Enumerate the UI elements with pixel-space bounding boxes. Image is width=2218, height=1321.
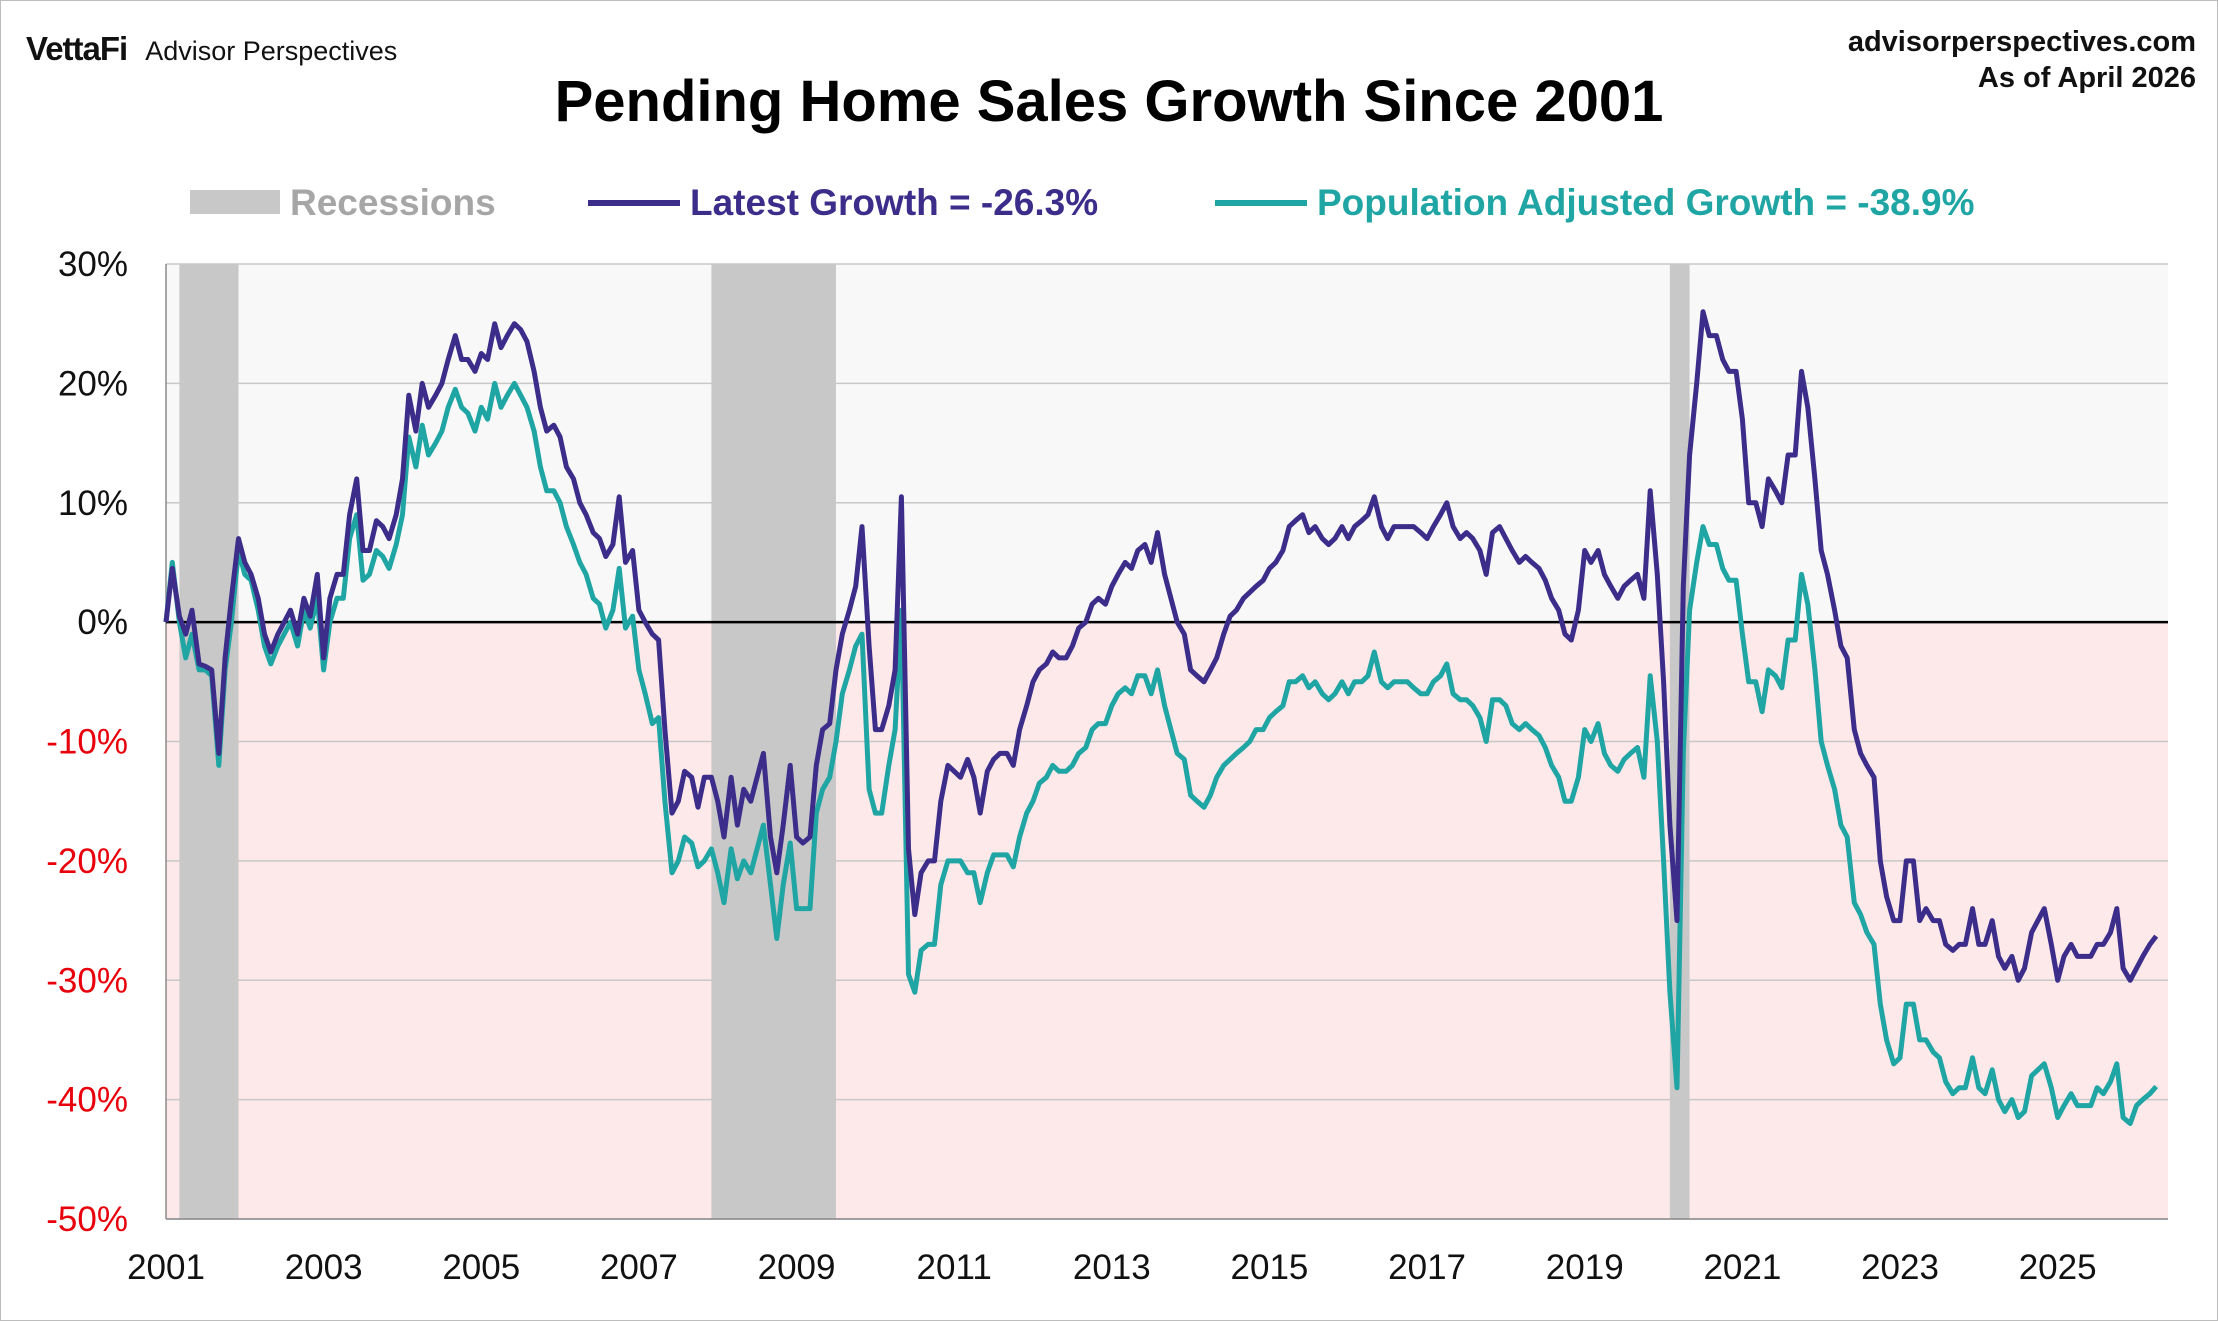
legend-population-label: Population Adjusted Growth = -38.9% — [1317, 182, 1975, 223]
source-url: advisorperspectives.com — [1847, 26, 2196, 58]
series-population-adjusted — [163, 380, 2159, 1126]
series-lines — [163, 309, 2159, 1126]
as-of-date: As of April 2026 — [1977, 62, 2196, 94]
x-tick-label: 2019 — [1546, 1248, 1624, 1287]
y-axis-ticks: 30% 20% 10% 0% -10% -20% -30% -40% -50% — [46, 245, 128, 1239]
y-tick-label: -10% — [46, 723, 128, 762]
y-tick-label: 10% — [58, 484, 128, 523]
background-bands — [166, 264, 2168, 1219]
y-tick-label: -50% — [46, 1200, 128, 1239]
x-tick-label: 2009 — [758, 1248, 836, 1287]
series-latest-growth — [163, 309, 2159, 983]
x-tick-label: 2011 — [917, 1248, 992, 1287]
x-tick-label: 2003 — [285, 1248, 363, 1287]
x-tick-label: 2017 — [1388, 1248, 1466, 1287]
x-tick-label: 2015 — [1231, 1248, 1309, 1287]
chart-title: Pending Home Sales Growth Since 2001 — [554, 69, 1664, 134]
x-axis-ticks: 2001 2003 2005 2007 2009 2011 2013 2015 2017 2019… — [127, 1248, 2097, 1287]
x-tick-label: 2005 — [442, 1248, 520, 1287]
y-tick-label: 30% — [58, 245, 128, 284]
y-tick-label: -30% — [46, 961, 128, 1000]
source-block: advisorperspectives.com As of April 2026 — [1848, 24, 2196, 96]
x-tick-label: 2013 — [1073, 1248, 1151, 1287]
brand-name: VettaFi — [26, 30, 128, 67]
x-tick-label: 2023 — [1861, 1248, 1939, 1287]
chart-legend: Recessions Latest Growth = -26.3% Popula… — [190, 182, 1975, 223]
brand-logo: VettaFi Advisor Perspectives — [26, 30, 397, 68]
legend-recession-swatch — [190, 190, 280, 214]
x-tick-label: 2025 — [2019, 1248, 2097, 1287]
positive-band — [166, 264, 2168, 623]
x-tick-label: 2007 — [600, 1248, 678, 1287]
brand-subtitle: Advisor Perspectives — [145, 36, 398, 66]
y-tick-label: 0% — [77, 603, 128, 642]
x-tick-label: 2021 — [1703, 1248, 1781, 1287]
y-tick-label: -40% — [46, 1081, 128, 1120]
y-tick-label: 20% — [58, 364, 128, 403]
legend-latest-label: Latest Growth = -26.3% — [690, 182, 1098, 223]
legend-recessions-label: Recessions — [290, 182, 496, 223]
y-tick-label: -20% — [46, 842, 128, 881]
grid-lines — [165, 263, 2168, 1220]
x-tick-label: 2001 — [127, 1248, 205, 1287]
